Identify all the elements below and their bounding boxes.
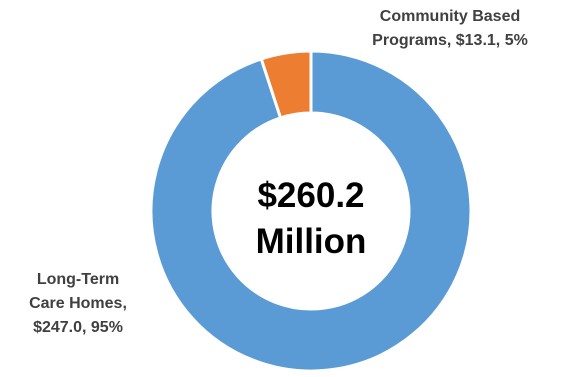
slice-label-community-based-programs: Community Based Programs, $13.1, 5% [340, 5, 560, 53]
slice-label-long-term-care-homes: Long-Term Care Homes, $247.0, 95% [8, 268, 148, 340]
center-total-unit: Million [255, 222, 367, 261]
slice-label-line: Care Homes, [29, 295, 127, 312]
slice-label-line: Long-Term [36, 271, 120, 288]
donut-slice-long-term-care-homes [149, 49, 473, 373]
slice-label-line: Programs, $13.1, 5% [372, 32, 528, 49]
center-total-value: $260.2 [257, 176, 365, 215]
slice-label-line: Community Based [379, 8, 521, 25]
slice-label-line: $247.0, 95% [33, 319, 123, 336]
